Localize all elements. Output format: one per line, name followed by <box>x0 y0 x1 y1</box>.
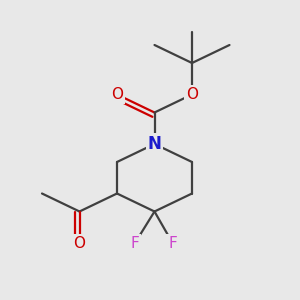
Text: O: O <box>111 87 123 102</box>
Text: F: F <box>168 236 177 250</box>
Text: F: F <box>130 236 140 250</box>
Text: N: N <box>148 135 161 153</box>
Text: O: O <box>74 236 86 250</box>
Text: O: O <box>186 87 198 102</box>
